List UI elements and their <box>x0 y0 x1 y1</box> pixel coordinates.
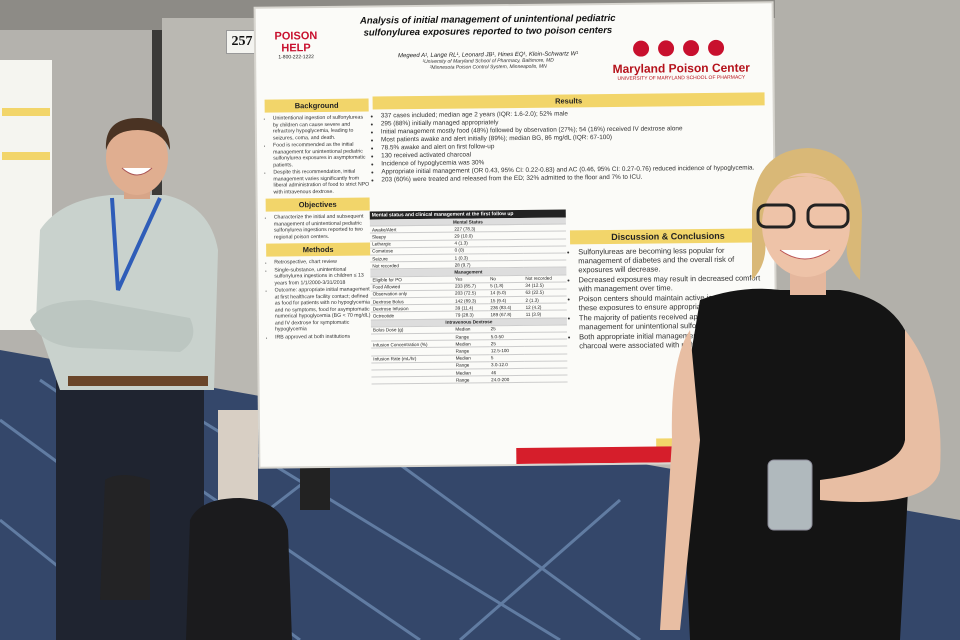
board-number: 257 <box>226 30 258 54</box>
logo-right: Maryland Poison Center UNIVERSITY OF MAR… <box>601 37 761 82</box>
glass <box>767 459 813 531</box>
neighbor-band <box>2 108 50 116</box>
hair <box>105 118 170 150</box>
smile <box>779 249 831 260</box>
arm-left <box>660 330 700 630</box>
logo-icons <box>633 39 725 57</box>
crossed-arms <box>30 300 194 352</box>
woman <box>660 148 941 640</box>
passerby-legs <box>218 410 258 500</box>
glasses <box>806 203 850 229</box>
glasses <box>756 203 796 229</box>
neighbor-band <box>2 152 50 160</box>
arm-right <box>820 330 941 502</box>
lanyard <box>110 197 162 291</box>
belt <box>68 376 208 386</box>
head <box>106 121 168 195</box>
poster: POISON HELP 1-800-222-1222 Analysis of i… <box>255 3 777 467</box>
head <box>762 173 850 277</box>
bag <box>100 475 150 600</box>
shirt <box>36 195 218 390</box>
backpack <box>186 498 292 640</box>
smile <box>121 167 153 176</box>
